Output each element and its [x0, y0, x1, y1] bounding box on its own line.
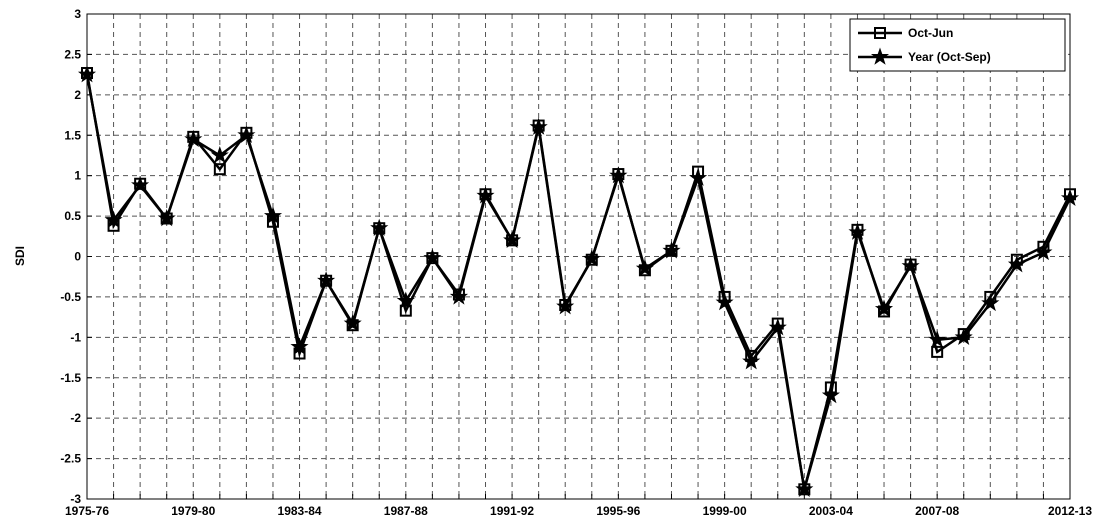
marker-star: [556, 297, 575, 315]
marker-star: [582, 249, 601, 267]
marker-star: [928, 330, 947, 348]
x-tick-label: 2003-04: [809, 504, 853, 518]
marker-star: [396, 291, 415, 309]
marker-star: [317, 271, 336, 289]
marker-star: [981, 293, 1000, 312]
marker-star: [343, 314, 362, 332]
marker-star: [210, 145, 229, 164]
marker-star: [870, 47, 890, 65]
marker-star: [848, 222, 867, 240]
marker-star: [688, 168, 708, 186]
x-tick-label: 1979-80: [171, 504, 215, 518]
y-tick-label: -2.5: [60, 452, 81, 466]
marker-star: [635, 259, 654, 277]
marker-star: [1007, 255, 1026, 273]
marker-star: [1034, 242, 1053, 261]
plot-frame: [86, 13, 1071, 500]
marker-star: [263, 206, 283, 224]
marker-star: [370, 218, 389, 236]
y-tick-label: 1.5: [64, 128, 81, 142]
marker-star: [954, 327, 973, 346]
marker-star: [503, 230, 522, 249]
marker-star: [901, 256, 920, 274]
marker-square: [931, 345, 944, 358]
marker-star: [742, 352, 761, 370]
x-tick-label: 1983-84: [278, 504, 322, 518]
x-tick-label: 2007-08: [915, 504, 959, 518]
y-tick-label: 0: [74, 250, 81, 264]
marker-star: [874, 299, 894, 317]
y-tick-label: -1: [70, 330, 81, 344]
y-axis-label: SDI: [13, 246, 27, 266]
marker-star: [157, 208, 176, 227]
x-tick-label: 1991-92: [490, 504, 534, 518]
y-tick-label: -2: [70, 411, 81, 425]
y-tick-label: -3: [70, 492, 81, 506]
marker-square: [874, 27, 886, 39]
y-tick-label: -1.5: [60, 371, 81, 385]
marker-star: [77, 65, 97, 83]
series-line: [85, 74, 1072, 490]
marker-star: [476, 186, 495, 204]
marker-star: [184, 129, 203, 148]
marker-star: [449, 287, 469, 305]
marker-square: [399, 304, 412, 317]
marker-star: [131, 175, 150, 194]
x-tick-label: 1987-88: [384, 504, 428, 518]
marker-star: [104, 210, 123, 228]
y-tick-label: -0.5: [60, 290, 81, 304]
x-tick-label: 1975-76: [65, 504, 109, 518]
marker-star: [609, 166, 628, 184]
marker-star: [237, 125, 256, 143]
y-tick-label: 1: [74, 169, 81, 183]
legend: Oct-Jun Year (Oct-Sep): [849, 18, 1066, 72]
x-tick-label: 1995-96: [596, 504, 640, 518]
y-tick-label: 2: [74, 88, 81, 102]
marker-star: [290, 337, 309, 355]
x-tick-label: 2012-13: [1048, 504, 1092, 518]
marker-star: [1060, 188, 1080, 207]
marker-star: [821, 385, 840, 404]
marker-square: [213, 163, 226, 176]
marker-star: [662, 241, 681, 259]
marker-star: [768, 318, 787, 336]
marker-star: [715, 293, 734, 311]
y-tick-label: 2.5: [64, 47, 81, 61]
marker-star: [795, 479, 814, 498]
marker-star: [529, 117, 548, 135]
marker-star: [423, 248, 442, 266]
legend-label: Oct-Jun: [908, 26, 953, 40]
x-tick-label: 1999-00: [703, 504, 747, 518]
y-tick-label: 3: [74, 7, 81, 21]
legend-label: Year (Oct-Sep): [908, 50, 991, 64]
y-tick-label: 0.5: [64, 209, 81, 223]
